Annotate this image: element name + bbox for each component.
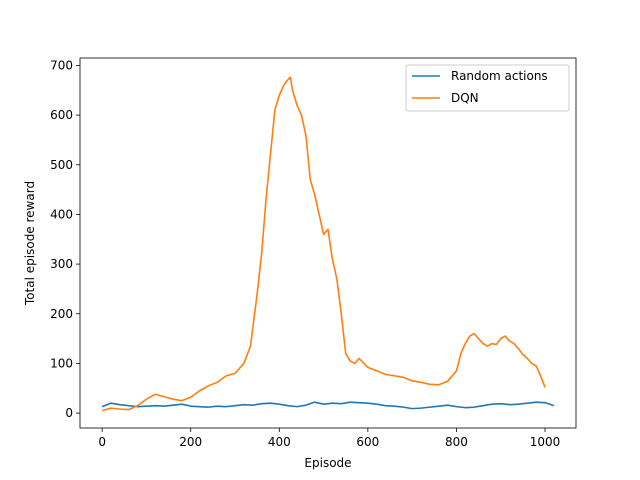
x-tick-label: 1000 — [530, 435, 561, 449]
y-tick-label: 700 — [50, 58, 73, 72]
legend: Random actions DQN — [405, 64, 570, 112]
y-tick-label: 400 — [50, 207, 73, 221]
legend-label-random: Random actions — [451, 69, 548, 83]
plot-frame — [79, 57, 577, 429]
x-tick-label: 200 — [179, 435, 202, 449]
x-tick-label: 0 — [98, 435, 106, 449]
x-tick-label: 400 — [268, 435, 291, 449]
series-line-random-actions — [101, 401, 555, 410]
axes-layer: 0 200 400 600 800 1000 0 100 200 300 400 500 600 700 — [50, 58, 560, 449]
y-tick-label: 200 — [50, 307, 73, 321]
x-tick-label: 800 — [445, 435, 468, 449]
y-tick-label: 600 — [50, 108, 73, 122]
legend-box — [405, 64, 570, 112]
x-axis-label: Episode — [304, 456, 351, 470]
x-tick-label: 600 — [356, 435, 379, 449]
plot-area — [80, 58, 576, 428]
y-tick-label: 100 — [50, 356, 73, 370]
y-tick-label: 0 — [65, 406, 73, 420]
y-tick-label: 500 — [50, 158, 73, 172]
legend-label-dqn: DQN — [451, 91, 479, 105]
y-tick-label: 300 — [50, 257, 73, 271]
series-line-dqn — [101, 76, 546, 412]
series-layer — [101, 76, 555, 412]
y-axis-label: Total episode reward — [23, 181, 37, 306]
